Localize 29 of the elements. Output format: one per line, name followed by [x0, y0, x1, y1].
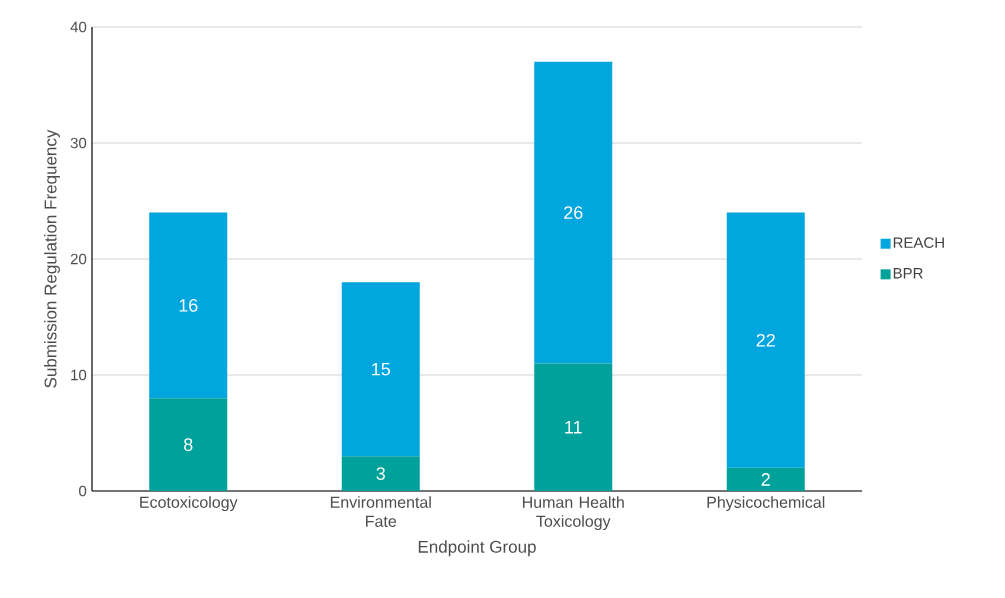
data-label: 15: [372, 362, 390, 376]
data-label: 8: [184, 438, 193, 451]
y-tick-label: 40: [70, 21, 87, 33]
data-label: 26: [564, 206, 583, 219]
data-label: 11: [565, 421, 582, 434]
y-tick-label: 20: [70, 253, 87, 265]
bar: [726, 212, 805, 468]
y-axis-title: Submission Regulation Frequency: [44, 129, 60, 388]
legend-label: BPR: [893, 268, 923, 279]
data-label: 3: [376, 467, 385, 480]
x-tick-label: Environmental Fate: [330, 496, 431, 527]
bar: [149, 212, 228, 399]
x-axis-title: Endpoint Group: [418, 540, 536, 557]
y-tick-label: 30: [70, 137, 87, 149]
data-label: 2: [761, 473, 770, 486]
data-label: 16: [179, 299, 198, 312]
bar: [341, 456, 420, 491]
bar: [149, 398, 228, 491]
x-tick-label: Ecotoxicology: [140, 496, 238, 512]
y-tick-label: 10: [71, 369, 87, 381]
bar: [341, 282, 420, 457]
data-label: 22: [756, 333, 775, 347]
bar: [726, 467, 805, 491]
bar: [534, 363, 613, 491]
x-tick-label: Human Health Toxicology: [522, 496, 624, 531]
y-tick-label: 0: [79, 485, 87, 497]
x-tick-label: Physicochemical: [707, 496, 825, 512]
bar: [534, 61, 613, 364]
legend-label: REACH: [893, 237, 944, 248]
